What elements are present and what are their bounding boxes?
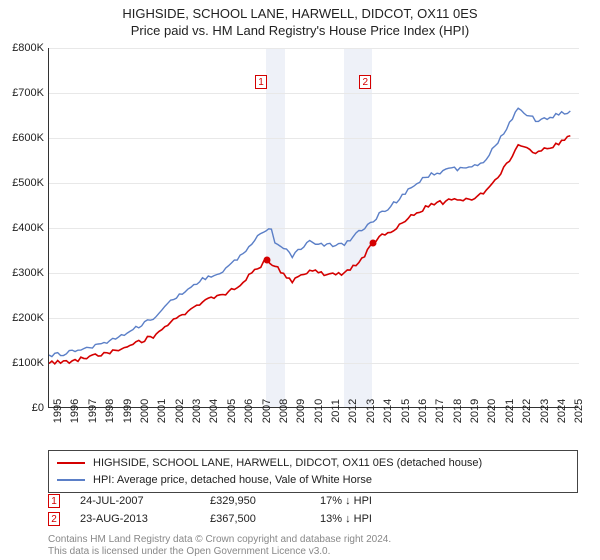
y-tick-label: £600K <box>12 132 44 144</box>
legend-label: HIGHSIDE, SCHOOL LANE, HARWELL, DIDCOT, … <box>93 455 482 472</box>
sale-row: 2 23-AUG-2013 £367,500 13% ↓ HPI <box>48 512 578 526</box>
x-tick-label: 2004 <box>208 399 220 423</box>
x-tick-label: 2008 <box>278 399 290 423</box>
series-property <box>49 136 570 364</box>
y-tick-label: £300K <box>12 267 44 279</box>
sale-point-1 <box>264 256 271 263</box>
footnote-line-1: Contains HM Land Registry data © Crown c… <box>48 534 391 546</box>
chart-area: 12 £0£100K£200K£300K£400K£500K£600K£700K… <box>48 48 578 408</box>
sale-row: 1 24-JUL-2007 £329,950 17% ↓ HPI <box>48 494 578 508</box>
x-tick-label: 2005 <box>226 399 238 423</box>
x-tick-label: 2017 <box>434 399 446 423</box>
sale-price: £329,950 <box>210 495 300 507</box>
x-tick-label: 2020 <box>486 399 498 423</box>
x-tick-label: 2006 <box>243 399 255 423</box>
x-tick-label: 2011 <box>330 399 342 423</box>
chart-container: HIGHSIDE, SCHOOL LANE, HARWELL, DIDCOT, … <box>0 0 600 560</box>
x-tick-label: 2000 <box>139 399 151 423</box>
x-tick-label: 2016 <box>417 399 429 423</box>
footnote-line-2: This data is licensed under the Open Gov… <box>48 546 391 558</box>
legend-item: HPI: Average price, detached house, Vale… <box>57 472 569 489</box>
title-line-1: HIGHSIDE, SCHOOL LANE, HARWELL, DIDCOT, … <box>0 6 600 23</box>
x-tick-label: 2014 <box>382 399 394 423</box>
x-tick-label: 2013 <box>365 399 377 423</box>
legend-swatch <box>57 479 85 481</box>
y-tick-label: £500K <box>12 177 44 189</box>
y-tick-label: £0 <box>32 402 44 414</box>
sale-point-2 <box>370 239 377 246</box>
x-tick-label: 1998 <box>104 399 116 423</box>
y-tick-label: £200K <box>12 312 44 324</box>
sale-marker: 1 <box>48 494 60 508</box>
x-tick-label: 1995 <box>52 399 64 423</box>
x-tick-label: 2024 <box>556 399 568 423</box>
title-line-2: Price paid vs. HM Land Registry's House … <box>0 23 600 40</box>
y-tick-label: £100K <box>12 357 44 369</box>
x-tick-label: 1997 <box>87 399 99 423</box>
line-svg <box>49 48 579 408</box>
sale-date: 23-AUG-2013 <box>80 513 190 525</box>
x-tick-label: 2009 <box>295 399 307 423</box>
x-tick-label: 2007 <box>261 399 273 423</box>
sale-price: £367,500 <box>210 513 300 525</box>
plot-region: 12 <box>48 48 578 408</box>
x-tick-label: 2023 <box>539 399 551 423</box>
sale-date: 24-JUL-2007 <box>80 495 190 507</box>
sale-marker: 2 <box>48 512 60 526</box>
x-tick-label: 2022 <box>521 399 533 423</box>
series-hpi <box>49 108 570 356</box>
x-tick-label: 2012 <box>347 399 359 423</box>
x-tick-label: 2025 <box>573 399 585 423</box>
y-tick-label: £400K <box>12 222 44 234</box>
x-tick-label: 1996 <box>69 399 81 423</box>
sale-diff: 13% ↓ HPI <box>320 513 420 525</box>
x-tick-label: 2019 <box>469 399 481 423</box>
x-tick-label: 2015 <box>400 399 412 423</box>
x-tick-label: 2001 <box>156 399 168 423</box>
x-tick-label: 2021 <box>504 399 516 423</box>
x-tick-label: 2010 <box>313 399 325 423</box>
footnote: Contains HM Land Registry data © Crown c… <box>48 534 391 558</box>
x-tick-label: 2018 <box>452 399 464 423</box>
y-tick-label: £700K <box>12 87 44 99</box>
title-block: HIGHSIDE, SCHOOL LANE, HARWELL, DIDCOT, … <box>0 0 600 40</box>
x-tick-label: 2003 <box>191 399 203 423</box>
legend-item: HIGHSIDE, SCHOOL LANE, HARWELL, DIDCOT, … <box>57 455 569 472</box>
chart-marker-2: 2 <box>359 75 371 89</box>
sale-diff: 17% ↓ HPI <box>320 495 420 507</box>
y-tick-label: £800K <box>12 42 44 54</box>
sales-table: 1 24-JUL-2007 £329,950 17% ↓ HPI 2 23-AUG-201… <box>48 494 578 530</box>
legend-box: HIGHSIDE, SCHOOL LANE, HARWELL, DIDCOT, … <box>48 450 578 493</box>
x-tick-label: 1999 <box>122 399 134 423</box>
legend-label: HPI: Average price, detached house, Vale… <box>93 472 372 489</box>
legend-swatch <box>57 462 85 464</box>
chart-marker-1: 1 <box>255 75 267 89</box>
x-tick-label: 2002 <box>174 399 186 423</box>
